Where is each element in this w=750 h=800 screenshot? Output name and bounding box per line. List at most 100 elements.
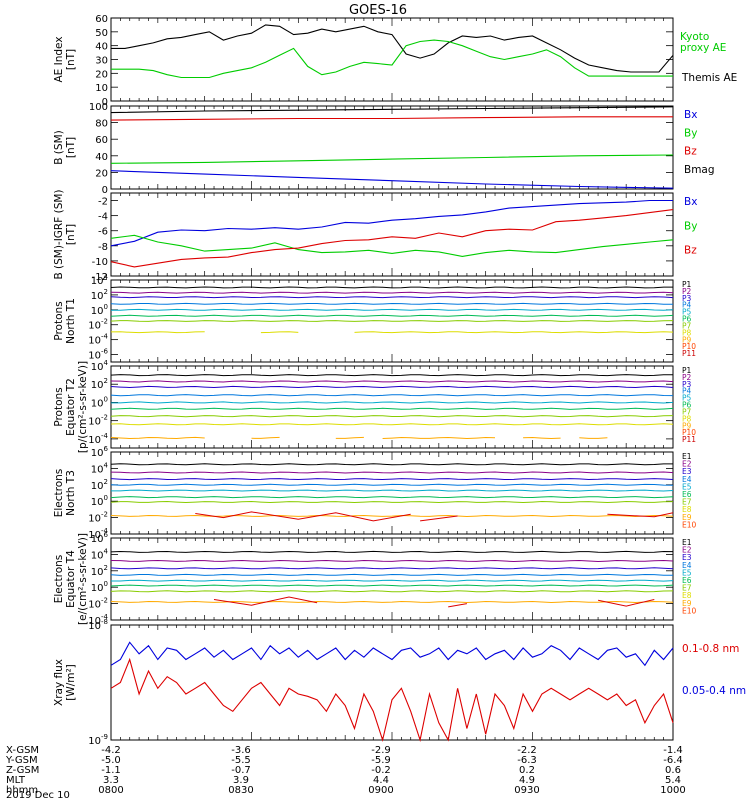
channel-line-p8 — [354, 331, 674, 334]
channel-legend-p7: P7 — [682, 407, 692, 416]
y-tick-label: 10-4 — [88, 432, 108, 446]
channel-legend-p11: P11 — [682, 349, 696, 358]
series-line-0-1-0-8-nm — [110, 657, 674, 743]
footer-value: -3.6 — [231, 745, 251, 756]
channel-legend-p3: P3 — [682, 294, 692, 303]
legend-by: By — [684, 127, 697, 139]
y-tick-label: -4 — [98, 212, 108, 223]
y-tick-exponent: 2 — [104, 564, 108, 572]
y-tick-exponent: 0 — [104, 303, 108, 311]
footer-value: -4.2 — [101, 745, 121, 756]
y-tick-label: 102 — [91, 288, 108, 302]
legend-0-05-0-4-nm: 0.05-0.4 nm — [682, 685, 746, 697]
footer-value: 5.4 — [665, 775, 681, 786]
y-tick-exponent: -9 — [101, 733, 108, 741]
y-tick-label: 20 — [95, 69, 108, 80]
series-line-bx — [110, 170, 674, 189]
channel-line-p8 — [110, 331, 205, 334]
channel-legend-e9: E9 — [682, 513, 692, 522]
y-tick-label: -10 — [92, 257, 108, 268]
footer-date: 2019 Dec 10 — [6, 790, 70, 800]
y-tick-exponent: -4 — [101, 333, 109, 341]
legend-by: By — [684, 220, 697, 232]
y-tick-label: 10 — [95, 83, 108, 94]
footer-value: -5.5 — [231, 755, 251, 766]
channel-line-p8 — [260, 331, 299, 334]
y-tick-exponent: -2 — [101, 318, 108, 326]
legend-kyoto: Kyoto — [680, 31, 709, 43]
panel-2: 0 20 40 60 80 100 B (SM) [nT] Bx By Bz Bmag — [53, 102, 715, 196]
channel-line-e9 — [420, 515, 458, 522]
y-tick-label: 10-2 — [88, 511, 108, 525]
series-line-bx — [110, 199, 673, 247]
footer-value: -2.2 — [517, 745, 537, 756]
y-tick-label: 104 — [91, 273, 109, 287]
channel-line-p4 — [110, 394, 674, 397]
y-tick-exponent: 4 — [104, 547, 109, 555]
legend-bmag: Bmag — [684, 164, 715, 176]
channel-legend-e1: E1 — [682, 452, 692, 461]
footer-value: 0800 — [98, 785, 123, 796]
channel-line-p9 — [382, 436, 496, 440]
channel-line-e7 — [110, 500, 674, 504]
y-tick-label: 10-2 — [88, 318, 108, 332]
y-tick-exponent: 6 — [104, 531, 109, 539]
y-tick-label: 104 — [91, 359, 109, 373]
panel-5: 104 102 100 10-2 10-4 Protons Equator T2 [p/(cm… — [53, 359, 696, 453]
footer-value: -6.3 — [517, 755, 537, 766]
footer-value: 0830 — [228, 785, 253, 796]
y-tick-label: 60 — [95, 135, 108, 146]
series-line-themis-ae — [111, 24, 674, 73]
channel-legend-p9: P9 — [682, 421, 692, 430]
y-tick-label: 30 — [95, 56, 108, 67]
y-tick-label: 102 — [91, 377, 108, 391]
channel-line-e6 — [110, 496, 674, 499]
footer-value: 1000 — [660, 785, 685, 796]
y-axis-label: Electrons — [53, 555, 65, 604]
channel-legend-p10: P10 — [682, 428, 696, 437]
channel-line-p7 — [110, 415, 674, 418]
y-tick-label: 80 — [95, 119, 108, 130]
channel-legend-p1: P1 — [682, 280, 692, 289]
channel-legend-e10: E10 — [682, 520, 697, 529]
legend-bx: Bx — [684, 109, 697, 121]
y-tick-label: -2 — [98, 197, 108, 208]
y-axis-label: Equator T2 — [65, 378, 77, 436]
channel-line-e5 — [111, 579, 674, 582]
channel-line-e7 — [110, 590, 674, 593]
channel-line-p3 — [110, 296, 674, 299]
y-axis-label: [nT] — [65, 137, 77, 158]
y-tick-exponent: -6 — [101, 348, 109, 356]
y-tick-label: -12 — [92, 272, 108, 283]
channel-legend-e7: E7 — [682, 498, 692, 507]
channel-legend-p2: P2 — [682, 287, 692, 296]
y-tick-label: 20 — [95, 168, 108, 179]
y-tick-label: 40 — [95, 152, 108, 163]
channel-legend-p3: P3 — [682, 380, 692, 389]
series-line-bz — [110, 116, 673, 121]
footer-label-y-gsm: Y-GSM — [5, 755, 38, 766]
y-tick-label: 104 — [91, 461, 109, 475]
y-tick-label: 10-2 — [88, 414, 108, 428]
footer-ephemeris: X-GSM -4.2 -3.6 -2.9 -2.2 -1.4 Y-GSM -5.0 -5.5 -5… — [5, 745, 686, 800]
y-tick-exponent: 4 — [104, 273, 109, 281]
channel-legend-p4: P4 — [682, 387, 692, 396]
y-axis-label: [nT] — [65, 224, 77, 245]
channel-legend-e9: E9 — [682, 599, 692, 608]
y-tick-label: 106 — [91, 531, 109, 545]
footer-value: -5.9 — [371, 755, 391, 766]
channel-line-p9 — [579, 437, 608, 439]
footer-label-x-gsm: X-GSM — [6, 745, 39, 756]
series-line-by — [110, 234, 674, 257]
channel-legend-e3: E3 — [682, 467, 692, 476]
channel-legend-p10: P10 — [682, 342, 696, 351]
footer-value: 0.2 — [519, 765, 535, 776]
y-axis-label: Electrons — [53, 469, 65, 518]
channel-line-e9 — [597, 599, 655, 607]
channel-line-e1 — [110, 550, 674, 553]
channel-line-e1 — [110, 463, 673, 466]
